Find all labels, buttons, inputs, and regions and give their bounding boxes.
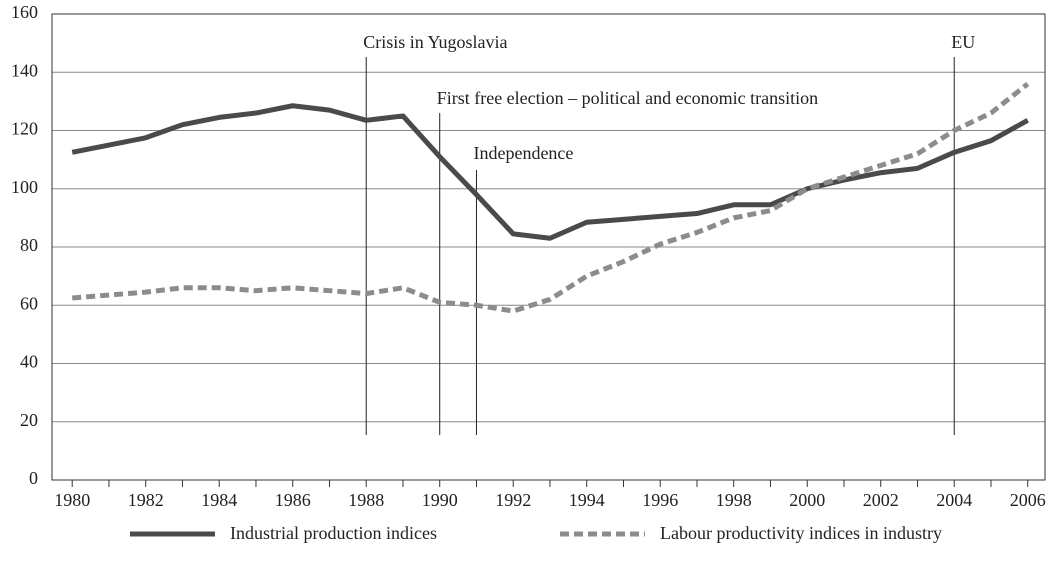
y-tick-label: 120	[11, 119, 38, 139]
y-tick-label: 20	[20, 410, 38, 430]
plot-frame	[51, 13, 1046, 481]
y-tick-label: 60	[20, 293, 38, 313]
annotation-label: Independence	[473, 143, 573, 163]
x-tick-label: 1988	[348, 490, 384, 510]
series-line	[72, 81, 1030, 314]
y-tick-label: 80	[20, 235, 38, 255]
x-tick-label: 1986	[275, 490, 311, 510]
x-tick-label: 1996	[642, 490, 678, 510]
annotation-label: EU	[951, 32, 975, 52]
annotation-label: Crisis in Yugoslavia	[363, 32, 507, 52]
x-tick-label: 1982	[128, 490, 164, 510]
x-tick-label: 1998	[716, 490, 752, 510]
legend-label: Labour productivity indices in industry	[660, 523, 942, 543]
x-tick-label: 2006	[1010, 490, 1046, 510]
annotation-label: First free election – political and econ…	[437, 88, 818, 108]
x-tick-label: 1992	[495, 490, 531, 510]
x-tick-label: 1994	[569, 490, 605, 510]
x-tick-label: 2002	[863, 490, 899, 510]
series-line	[71, 103, 1029, 241]
legend-label: Industrial production indices	[230, 523, 437, 543]
y-tick-label: 0	[29, 468, 38, 488]
x-tick-label: 1984	[201, 490, 237, 510]
y-tick-label: 100	[11, 177, 38, 197]
y-tick-label: 160	[11, 2, 38, 22]
x-tick-label: 1980	[54, 490, 90, 510]
y-tick-label: 140	[11, 60, 38, 80]
x-tick-label: 1990	[422, 490, 458, 510]
y-tick-label: 40	[20, 352, 38, 372]
x-tick-label: 2000	[789, 490, 825, 510]
x-tick-label: 2004	[936, 490, 972, 510]
